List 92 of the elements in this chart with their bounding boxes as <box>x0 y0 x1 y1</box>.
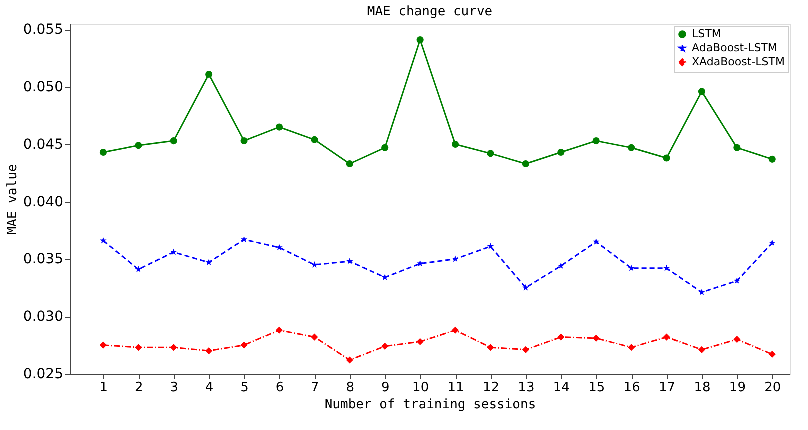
point <box>768 350 776 358</box>
x-tick-label: 7 <box>311 380 320 396</box>
point <box>346 160 354 168</box>
point <box>346 356 354 364</box>
x-axis-title: Number of training sessions <box>324 398 536 412</box>
y-tick-label: 0.045 <box>23 136 64 153</box>
point <box>663 154 670 162</box>
y-tick-label: 0.050 <box>23 80 64 96</box>
point <box>135 344 142 352</box>
y-tick-label: 0.035 <box>23 252 64 268</box>
point <box>769 240 776 246</box>
point <box>487 243 494 250</box>
point <box>240 342 248 349</box>
legend-label: LSTM <box>692 28 722 40</box>
point <box>170 344 178 352</box>
point <box>452 140 460 148</box>
y-tick-label: 0.025 <box>23 366 64 382</box>
x-tick-label: 3 <box>170 380 179 396</box>
point <box>206 259 212 266</box>
x-tick-label: 16 <box>624 380 640 396</box>
point <box>734 336 741 344</box>
point <box>311 334 318 341</box>
point <box>698 88 706 96</box>
y-tick-label: 0.055 <box>23 22 64 38</box>
legend-label: XAdaBoost-LSTM <box>692 56 785 68</box>
point <box>100 237 107 244</box>
point <box>698 288 706 296</box>
point <box>135 266 142 272</box>
chart-title: MAE change curve <box>367 4 493 20</box>
point <box>522 160 530 168</box>
point <box>276 326 284 334</box>
point <box>416 260 424 267</box>
point <box>416 36 424 44</box>
point <box>100 148 107 156</box>
x-tick-label: 20 <box>764 380 782 396</box>
point <box>100 342 107 349</box>
point <box>593 238 600 245</box>
x-tick-label: 2 <box>135 380 144 396</box>
x-tick-label: 19 <box>729 380 746 396</box>
point <box>663 334 670 341</box>
x-tick-label: 15 <box>588 380 606 396</box>
x-tick-label: 10 <box>412 380 430 396</box>
x-tick-label: 17 <box>659 380 676 396</box>
x-tick-label: 13 <box>518 380 535 396</box>
point <box>452 326 460 334</box>
point <box>487 344 494 352</box>
point <box>382 144 389 152</box>
x-tick-label: 18 <box>694 380 711 396</box>
x-tick-label: 14 <box>553 380 570 396</box>
y-tick-label: 0.030 <box>23 309 64 326</box>
point <box>382 342 389 350</box>
x-tick-label: 6 <box>276 380 284 396</box>
point <box>522 284 530 291</box>
point <box>558 148 565 156</box>
x-tick-label: 8 <box>346 380 355 396</box>
point <box>558 334 565 341</box>
legend-label: AdaBoost-LSTM <box>692 42 778 54</box>
point <box>135 142 142 150</box>
point <box>628 144 636 152</box>
point <box>311 136 318 144</box>
point <box>170 248 178 256</box>
x-tick-label: 12 <box>482 380 500 396</box>
point <box>170 138 178 145</box>
point <box>628 264 635 272</box>
point <box>734 144 741 152</box>
point <box>240 138 248 145</box>
point <box>382 274 388 280</box>
point <box>276 244 283 251</box>
point <box>416 338 424 346</box>
point <box>206 348 213 355</box>
point <box>522 346 530 354</box>
point <box>734 278 741 284</box>
point <box>558 262 565 269</box>
x-tick-label: 11 <box>448 380 464 396</box>
y-tick-label: 0.040 <box>23 194 64 210</box>
point <box>592 138 600 145</box>
point <box>628 344 636 352</box>
x-tick-label: 9 <box>381 380 390 396</box>
point <box>487 150 494 158</box>
point <box>452 256 459 262</box>
point <box>276 124 284 131</box>
point <box>346 258 354 264</box>
point <box>592 334 600 342</box>
x-tick-label: 1 <box>100 380 108 396</box>
point <box>768 156 776 163</box>
x-tick-label: 4 <box>205 380 214 396</box>
x-tick-label: 5 <box>240 380 249 396</box>
point <box>206 70 213 78</box>
y-axis-title: MAE value <box>5 164 20 235</box>
point <box>698 346 706 354</box>
point <box>240 236 248 243</box>
point <box>311 261 318 268</box>
